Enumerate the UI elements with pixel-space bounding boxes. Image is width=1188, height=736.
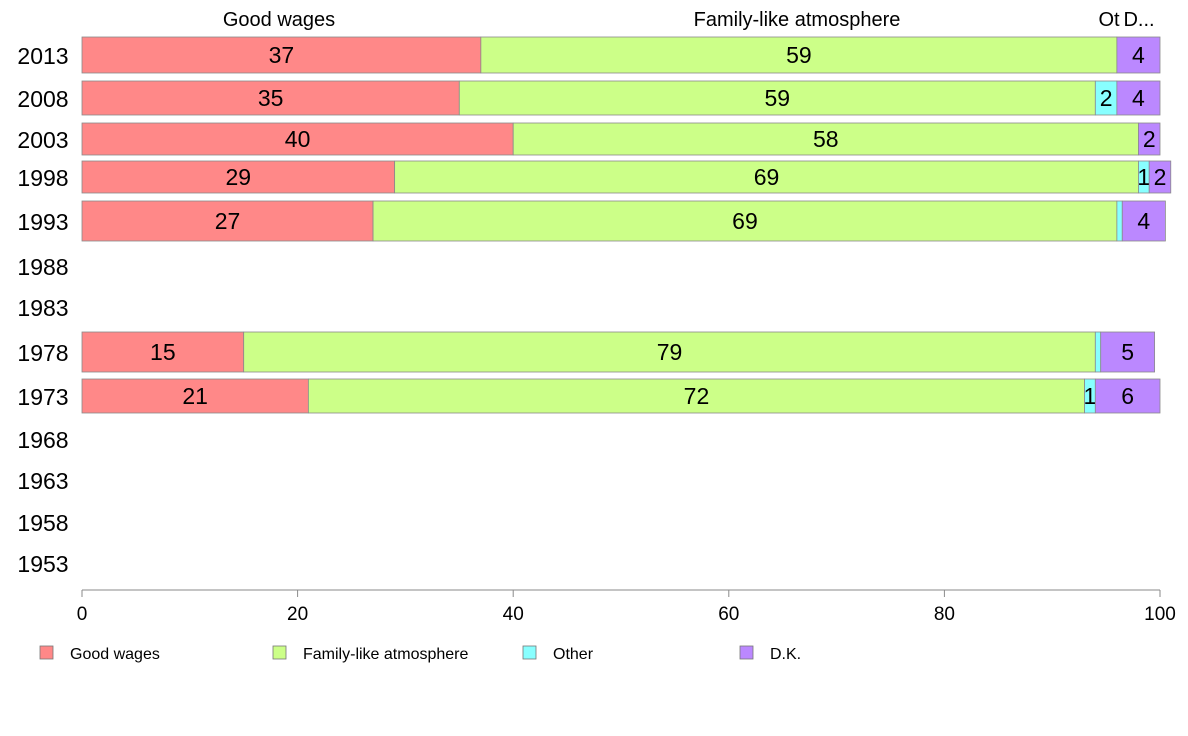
data-label-2003-1: 58 — [813, 126, 839, 152]
data-label-2008-1: 59 — [765, 85, 791, 111]
bar-1993-0 — [81, 200, 374, 242]
x-tick-label-60: 60 — [718, 604, 739, 625]
legend-swatch-1 — [272, 645, 287, 660]
bar-1993-3 — [1121, 200, 1166, 242]
data-label-1978-3: 5 — [1121, 339, 1134, 365]
year-label-1963: 1963 — [17, 468, 68, 494]
bar-2008-1 — [458, 80, 1096, 116]
year-label-1978: 1978 — [17, 340, 68, 366]
year-label-1968: 1968 — [17, 427, 68, 453]
bar-1978-2 — [1094, 331, 1102, 373]
data-label-1993-1: 69 — [732, 208, 758, 234]
x-tick-label-0: 0 — [77, 604, 88, 625]
bar-1978-3 — [1100, 331, 1156, 373]
bar-1973-3 — [1094, 378, 1161, 414]
year-label-2003: 2003 — [17, 127, 68, 153]
year-label-2013: 2013 — [17, 43, 68, 69]
bar-2008-0 — [81, 80, 460, 116]
legend-label-0: Good wages — [70, 646, 160, 663]
data-label-2003-0: 40 — [285, 126, 311, 152]
bar-1993-2 — [1116, 200, 1123, 242]
legend-label-3: D.K. — [770, 646, 801, 663]
top-label-3: D... — [1123, 9, 1154, 31]
data-label-2013-3: 4 — [1132, 42, 1145, 68]
year-label-1993: 1993 — [17, 209, 68, 235]
data-label-1998-3: 2 — [1154, 164, 1167, 190]
x-tick-label-100: 100 — [1144, 604, 1176, 625]
bar-1973-1 — [307, 378, 1085, 414]
bar-2008-3 — [1116, 80, 1161, 116]
data-label-2013-1: 59 — [786, 42, 812, 68]
x-axis: 0 20 40 60 80 100 — [77, 589, 1176, 625]
data-label-2013-0: 37 — [269, 42, 295, 68]
bar-1993-1 — [372, 200, 1118, 242]
bar-1998-1 — [394, 160, 1139, 194]
data-label-1978-1: 79 — [657, 339, 683, 365]
data-label-1993-0: 27 — [215, 208, 241, 234]
legend-swatch-2 — [522, 645, 537, 660]
data-label-1973-2: 1 — [1084, 383, 1097, 409]
legend-swatch-0 — [39, 645, 54, 660]
year-label-1998: 1998 — [17, 165, 68, 191]
year-label-1953: 1953 — [17, 551, 68, 577]
bar-2003-1 — [512, 122, 1139, 156]
year-label-1973: 1973 — [17, 384, 68, 410]
x-tick-label-20: 20 — [287, 604, 308, 625]
data-label-1973-0: 21 — [182, 383, 208, 409]
bar-2013-0 — [81, 36, 482, 74]
legend-label-2: Other — [553, 646, 594, 663]
data-label-1998-1: 69 — [754, 164, 780, 190]
data-label-2008-0: 35 — [258, 85, 284, 111]
top-label-2: Ot — [1098, 9, 1120, 31]
year-label-1958: 1958 — [17, 510, 68, 536]
data-label-2008-3: 4 — [1132, 85, 1145, 111]
data-label-1998-2: 1 — [1137, 164, 1150, 190]
year-labels: 2013 2008 2003 1998 1993 1988 1983 1978 1973 1968… — [17, 43, 68, 577]
bar-1978-0 — [81, 331, 245, 373]
data-label-2003-3: 2 — [1143, 126, 1156, 152]
bar-2013-1 — [480, 36, 1118, 74]
year-label-1988: 1988 — [17, 254, 68, 280]
top-label-1: Family-like atmosphere — [694, 9, 901, 31]
data-label-1993-3: 4 — [1137, 208, 1150, 234]
year-label-2008: 2008 — [17, 86, 68, 112]
data-label-1998-0: 29 — [226, 164, 252, 190]
bar-2013-3 — [1116, 36, 1161, 74]
data-label-1973-1: 72 — [684, 383, 710, 409]
year-label-1983: 1983 — [17, 295, 68, 321]
legend: Good wages Family-like atmosphere Other D.K… — [39, 645, 801, 663]
x-tick-label-80: 80 — [934, 604, 955, 625]
bar-1978-1 — [243, 331, 1096, 373]
bar-1998-0 — [81, 160, 396, 194]
bar-2003-0 — [81, 122, 514, 156]
top-series-labels: Good wages Family-like atmosphere Ot D... — [223, 9, 1155, 31]
data-label-2008-2: 2 — [1100, 85, 1113, 111]
legend-swatch-3 — [739, 645, 754, 660]
bar-1998-3 — [1148, 160, 1172, 194]
data-label-1973-3: 6 — [1121, 383, 1134, 409]
legend-label-1: Family-like atmosphere — [303, 646, 468, 663]
bars: 37 59 435 59 2 440 58 229 69 1 227 69 415 79 521 72 1 6 — [81, 36, 1172, 414]
bar-2003-3 — [1138, 122, 1161, 156]
x-tick-label-40: 40 — [503, 604, 524, 625]
top-label-0: Good wages — [223, 9, 335, 31]
data-label-1978-0: 15 — [150, 339, 176, 365]
